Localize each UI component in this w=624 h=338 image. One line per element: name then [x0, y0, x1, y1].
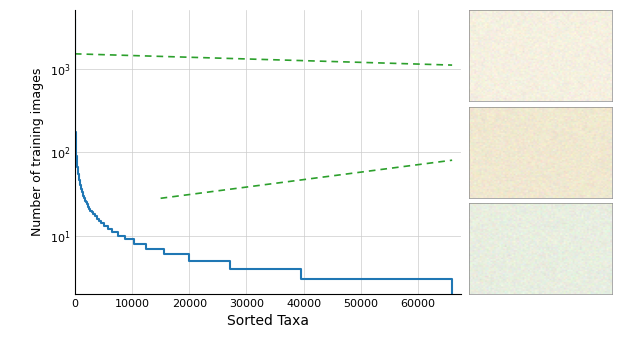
Y-axis label: Number of training images: Number of training images [31, 68, 44, 236]
X-axis label: Sorted Taxa: Sorted Taxa [227, 314, 309, 329]
